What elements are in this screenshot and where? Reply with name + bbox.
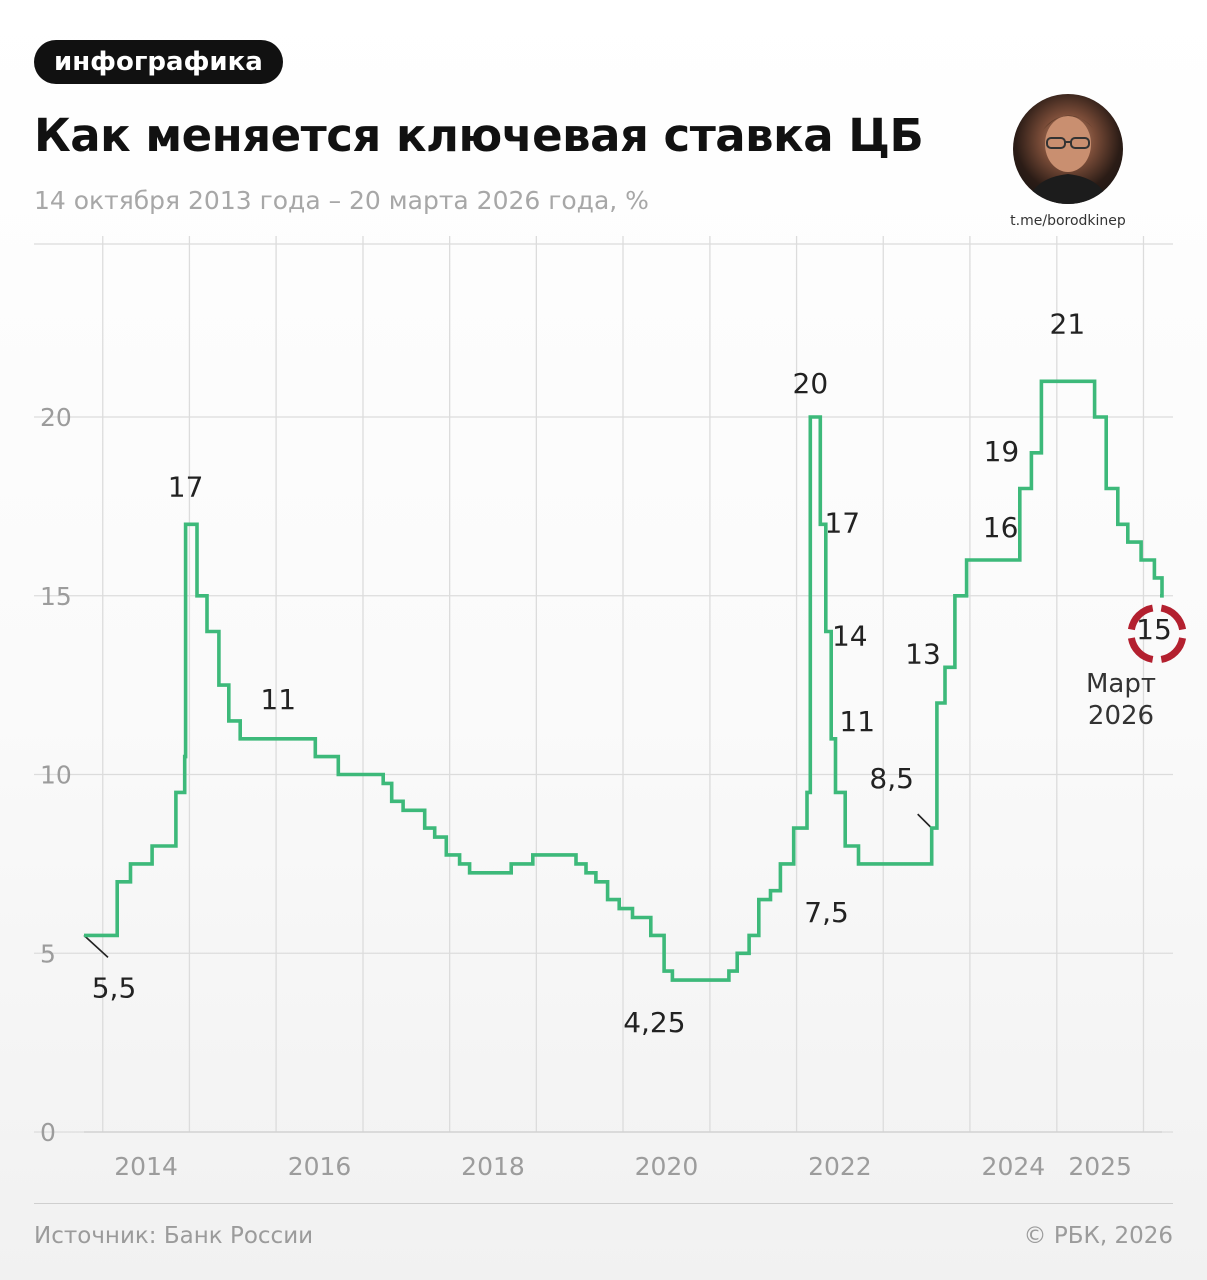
annotation-label: 11 <box>839 705 875 738</box>
annotation-label: 15 <box>1136 613 1172 646</box>
y-tick-label: 10 <box>40 761 72 790</box>
y-tick-label: 15 <box>40 582 72 611</box>
annotation-label: 8,5 <box>869 762 914 795</box>
x-tick-label: 2022 <box>808 1152 872 1181</box>
highlight-burst-icon <box>1127 637 1154 663</box>
highlight-burst-icon <box>1160 637 1187 663</box>
author-photo-icon <box>1027 115 1109 204</box>
annotation-label: 4,25 <box>623 1006 685 1039</box>
y-tick-label: 20 <box>40 403 72 432</box>
annotation-label: 13 <box>905 637 941 670</box>
source-note: Источник: Банк России <box>34 1223 314 1249</box>
highlight-burst-icon <box>1127 604 1154 631</box>
annotation-label: 16 <box>983 511 1019 544</box>
annotation-leaders <box>83 813 933 958</box>
annotation-label: 5,5 <box>92 971 137 1004</box>
author-handle[interactable]: t.me/borodkinep <box>1010 213 1126 229</box>
copyright: © РБК, 2026 <box>1023 1223 1173 1249</box>
annotation-label: 11 <box>260 683 296 716</box>
annotation-label: 17 <box>168 470 204 503</box>
annotation-label: 17 <box>824 506 860 539</box>
infographic-tag: инфографика <box>34 40 283 84</box>
annotation-label: 21 <box>1050 307 1086 340</box>
x-tick-label: 2018 <box>461 1152 525 1181</box>
annotation-leader <box>917 813 933 829</box>
x-axis: 2014 2016 2018 2020 2022 2024 2025 <box>114 1152 1132 1181</box>
highlight-burst-icon <box>1160 604 1187 631</box>
author-avatar[interactable] <box>1013 94 1123 204</box>
x-tick-label: 2024 <box>982 1152 1046 1181</box>
y-tick-label: 5 <box>40 939 56 968</box>
annotation-label: 20 <box>793 367 829 400</box>
rate-line <box>84 379 1164 982</box>
chart-title: Как меняется ключевая ставка ЦБ <box>34 109 924 162</box>
annotation-label: 19 <box>984 435 1020 468</box>
x-tick-label: 2025 <box>1068 1152 1132 1181</box>
footer-divider <box>34 1203 1173 1204</box>
annotations: 5,5 17 11 4,25 20 17 14 11 7,5 8,5 13 16 19 21 15 <box>92 307 1172 1039</box>
grid <box>34 236 1173 1133</box>
y-axis: 0 5 10 15 20 <box>40 403 72 1147</box>
annotation-label: 14 <box>832 620 868 653</box>
x-tick-label: 2014 <box>114 1152 178 1181</box>
y-tick-label: 0 <box>40 1118 56 1147</box>
callout-year: 2026 <box>1088 701 1154 731</box>
annotation-leader <box>83 934 109 958</box>
chart-subtitle: 14 октября 2013 года – 20 марта 2026 год… <box>34 186 649 215</box>
rate-line-layer <box>84 379 1164 982</box>
annotation-label: 7,5 <box>804 896 849 929</box>
x-tick-label: 2020 <box>635 1152 699 1181</box>
callout-month: Март <box>1086 669 1156 699</box>
x-tick-label: 2016 <box>288 1152 352 1181</box>
